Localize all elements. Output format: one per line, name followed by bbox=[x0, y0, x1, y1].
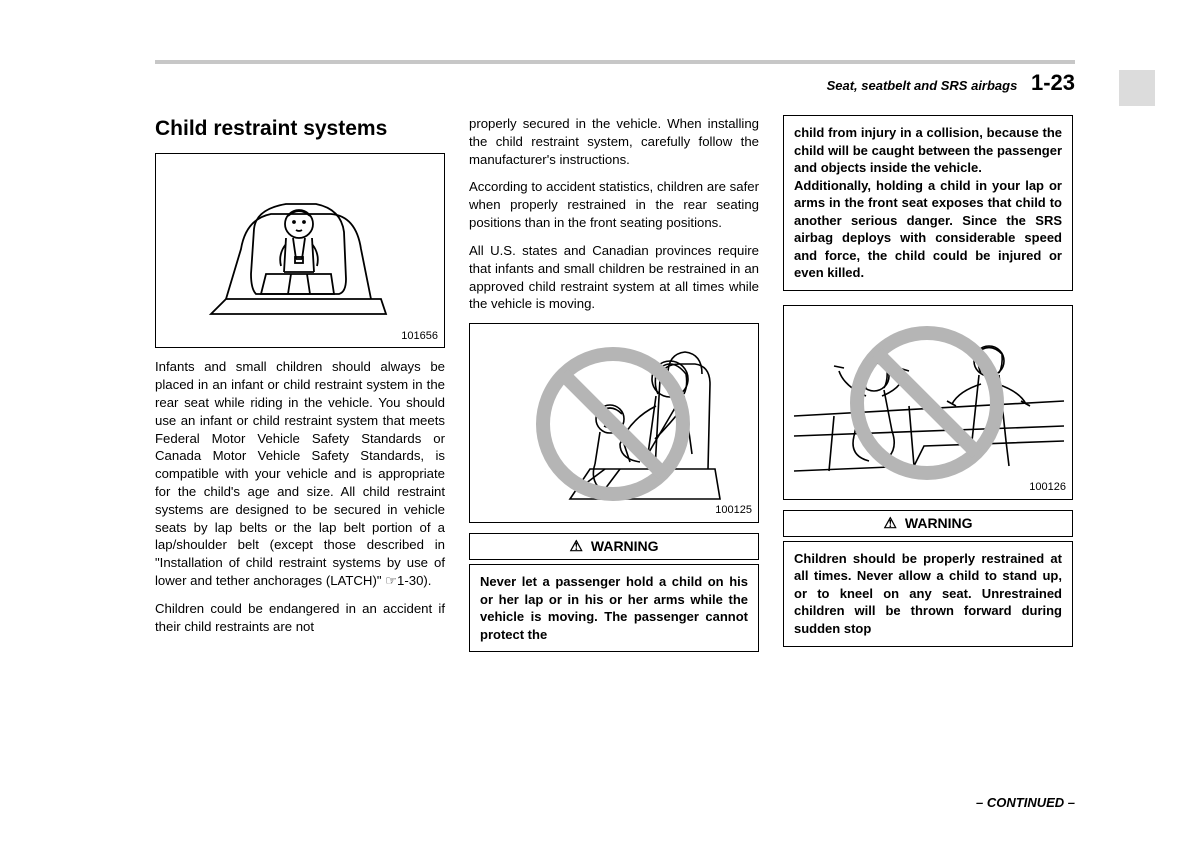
warning-label: WARNING bbox=[591, 537, 659, 556]
warning-header: ⚠ WARNING bbox=[469, 533, 759, 560]
manual-page: Seat, seatbelt and SRS airbags 1-23 Chil… bbox=[155, 60, 1075, 800]
warning-triangle-icon: ⚠ bbox=[569, 539, 582, 554]
running-header: Seat, seatbelt and SRS airbags 1-23 bbox=[827, 70, 1075, 96]
lap-child-illustration bbox=[470, 324, 756, 519]
section-name: Seat, seatbelt and SRS airbags bbox=[827, 78, 1018, 93]
warning-body: Children should be properly restrained a… bbox=[783, 541, 1073, 647]
continued-marker: – CONTINUED – bbox=[976, 795, 1075, 810]
warning-body: Never let a passenger hold a child on hi… bbox=[469, 564, 759, 652]
child-seat-illustration bbox=[156, 154, 442, 344]
section-title: Child restraint systems bbox=[155, 115, 445, 143]
figure-caption: 100125 bbox=[715, 503, 752, 518]
header-rule bbox=[155, 60, 1075, 64]
paragraph: According to accident statistics, childr… bbox=[469, 178, 759, 231]
thumb-tab bbox=[1119, 70, 1155, 106]
warning-label: WARNING bbox=[905, 514, 973, 533]
figure-lap-child: 100125 bbox=[469, 323, 759, 523]
column-2: properly secured in the vehicle. When in… bbox=[469, 115, 759, 652]
warning-header: ⚠ WARNING bbox=[783, 510, 1073, 537]
figure-child-seat: 101656 bbox=[155, 153, 445, 348]
warning-body-continued: child from injury in a collision, becaus… bbox=[783, 115, 1073, 291]
content-columns: Child restraint systems bbox=[155, 115, 1075, 652]
paragraph: Infants and small children should always… bbox=[155, 358, 445, 590]
figure-standing-children: 100126 bbox=[783, 305, 1073, 500]
column-3: child from injury in a collision, becaus… bbox=[783, 115, 1073, 652]
standing-children-illustration bbox=[784, 306, 1070, 496]
warning-triangle-icon: ⚠ bbox=[883, 516, 896, 531]
paragraph: Children could be endangered in an accid… bbox=[155, 600, 445, 636]
page-number: 1-23 bbox=[1031, 70, 1075, 95]
paragraph: properly secured in the vehicle. When in… bbox=[469, 115, 759, 168]
figure-caption: 101656 bbox=[401, 329, 438, 344]
figure-caption: 100126 bbox=[1029, 480, 1066, 495]
paragraph: All U.S. states and Canadian provinces r… bbox=[469, 242, 759, 313]
column-1: Child restraint systems bbox=[155, 115, 445, 652]
